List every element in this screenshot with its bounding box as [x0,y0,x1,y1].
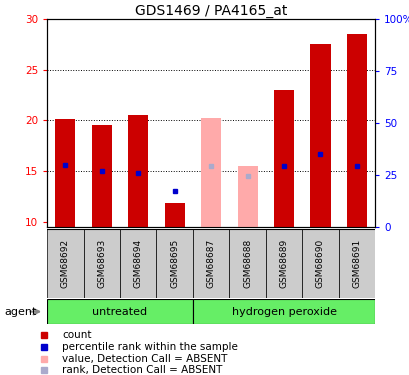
Title: GDS1469 / PA4165_at: GDS1469 / PA4165_at [135,4,287,18]
Text: GSM68687: GSM68687 [206,239,215,288]
Bar [164,202,184,227]
Text: GSM68694: GSM68694 [133,239,142,288]
Bar [265,229,301,298]
Bar [92,125,112,227]
Bar [301,229,338,298]
Bar [47,229,83,298]
Bar [273,90,293,227]
Bar [201,118,220,227]
Bar [193,229,229,298]
Text: GSM68695: GSM68695 [170,239,179,288]
Text: GSM68692: GSM68692 [61,239,70,288]
Text: GSM68690: GSM68690 [315,239,324,288]
Bar [229,229,265,298]
Text: GSM68691: GSM68691 [352,239,361,288]
Bar [346,34,366,227]
Text: hydrogen peroxide: hydrogen peroxide [231,307,336,316]
Bar [310,44,330,227]
Text: percentile rank within the sample: percentile rank within the sample [62,342,238,352]
Text: GSM68688: GSM68688 [243,239,252,288]
Bar [338,229,374,298]
Text: rank, Detection Call = ABSENT: rank, Detection Call = ABSENT [62,365,222,375]
Text: value, Detection Call = ABSENT: value, Detection Call = ABSENT [62,354,227,364]
Bar [128,115,148,227]
Bar [193,299,374,324]
Bar [47,299,193,324]
Text: untreated: untreated [92,307,147,316]
Text: GSM68689: GSM68689 [279,239,288,288]
Bar [55,119,75,227]
Text: count: count [62,330,92,340]
Bar [120,229,156,298]
Text: GSM68693: GSM68693 [97,239,106,288]
Bar [83,229,120,298]
Text: agent: agent [4,307,36,316]
Bar [237,166,257,227]
Bar [156,229,193,298]
